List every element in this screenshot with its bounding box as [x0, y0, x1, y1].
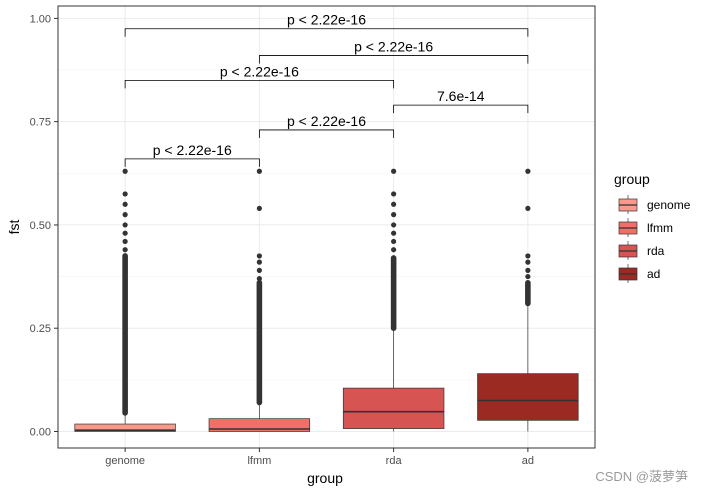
legend-label: rda: [647, 244, 665, 258]
box-lfmm: [208, 168, 311, 432]
p-value-label: p < 2.22e-16: [287, 12, 366, 28]
outlier-point: [122, 230, 128, 236]
outlier-point: [525, 168, 531, 174]
bracket: [124, 28, 529, 37]
outlier-point: [391, 222, 397, 228]
outlier-point: [256, 259, 262, 265]
box-rda: [342, 168, 445, 432]
outlier-point: [256, 276, 262, 282]
legend-item-ad: ad: [618, 264, 660, 283]
outlier-point: [391, 168, 397, 174]
outlier-point: [525, 273, 531, 280]
y-tick-label: 0.50: [30, 220, 51, 232]
comparison-rda-ad: 7.6e-14: [393, 88, 529, 114]
box-genome: [74, 168, 176, 432]
y-axis: 0.00 0.25 0.50 0.75 1.00: [30, 13, 58, 438]
significance-brackets: p < 2.22e-16 p < 2.22e-16 7.6e-14 p < 2.22e…: [124, 12, 529, 167]
outlier-point: [122, 247, 128, 253]
outlier-point: [122, 191, 128, 197]
x-axis-title: group: [307, 470, 343, 486]
outlier-point: [391, 212, 397, 218]
outlier-point: [391, 230, 397, 236]
legend-label: lfmm: [647, 221, 673, 235]
legend-label: ad: [647, 267, 660, 281]
bracket: [124, 79, 395, 89]
outlier-point: [122, 168, 128, 174]
outlier-point: [391, 201, 397, 207]
outlier-point: [391, 247, 397, 253]
bracket: [124, 158, 260, 167]
y-tick-label: 0.75: [30, 117, 51, 129]
p-value-label: 7.6e-14: [437, 88, 485, 104]
x-tick-label: genome: [105, 455, 145, 467]
x-tick-label: ad: [522, 455, 534, 467]
outlier-point: [525, 253, 531, 259]
outlier-point: [256, 267, 262, 273]
legend-item-lfmm: lfmm: [618, 218, 673, 237]
box-iqr: [477, 373, 579, 421]
y-tick-label: 0.25: [30, 323, 51, 335]
comparison-lfmm-ad: p < 2.22e-16: [258, 39, 529, 64]
outlier-point: [525, 259, 531, 265]
comparison-lfmm-rda: p < 2.22e-16: [258, 113, 395, 138]
legend-item-rda: rda: [618, 241, 665, 260]
y-tick-label: 0.00: [30, 426, 51, 438]
legend-label: genome: [647, 198, 691, 212]
outlier-point: [256, 168, 262, 174]
box-iqr: [74, 423, 176, 432]
comparison-genome-rda: p < 2.22e-16: [124, 63, 395, 89]
outlier-point: [525, 267, 531, 273]
x-tick-label: rda: [386, 455, 403, 467]
outlier-cluster: [525, 279, 531, 307]
outlier-point: [391, 238, 397, 245]
p-value-label: p < 2.22e-16: [153, 142, 232, 158]
outlier-cluster: [256, 279, 263, 406]
watermark: CSDN @菠萝笋: [595, 469, 688, 484]
bracket: [258, 55, 529, 64]
outlier-cluster: [390, 255, 397, 332]
p-value-label: p < 2.22e-16: [354, 39, 433, 55]
outlier-cluster: [122, 253, 128, 416]
bracket: [258, 129, 395, 138]
box-iqr: [342, 387, 445, 429]
outlier-point: [122, 212, 128, 218]
y-axis-title: fst: [6, 220, 22, 235]
outlier-point: [122, 222, 128, 228]
p-value-label: p < 2.22e-16: [287, 113, 366, 129]
outlier-point: [122, 238, 128, 245]
legend-title: group: [614, 171, 650, 187]
x-axis: genome lfmm rda ad: [105, 448, 534, 467]
bracket: [393, 104, 529, 114]
p-value-label: p < 2.22e-16: [220, 63, 299, 79]
outlier-point: [525, 205, 531, 212]
outlier-point: [256, 205, 262, 212]
comparison-genome-ad: p < 2.22e-16: [124, 12, 529, 37]
x-tick-label: lfmm: [247, 455, 271, 467]
comparison-genome-lfmm: p < 2.22e-16: [124, 142, 260, 167]
outlier-point: [391, 191, 397, 197]
outlier-point: [122, 201, 128, 207]
outlier-point: [256, 253, 262, 259]
legend: group genome lfmm rda ad: [614, 171, 691, 283]
box-layer: [74, 168, 579, 432]
plot-border: [57, 5, 596, 449]
legend-item-genome: genome: [618, 195, 691, 214]
y-tick-label: 1.00: [30, 13, 51, 25]
box-ad: [477, 168, 579, 432]
